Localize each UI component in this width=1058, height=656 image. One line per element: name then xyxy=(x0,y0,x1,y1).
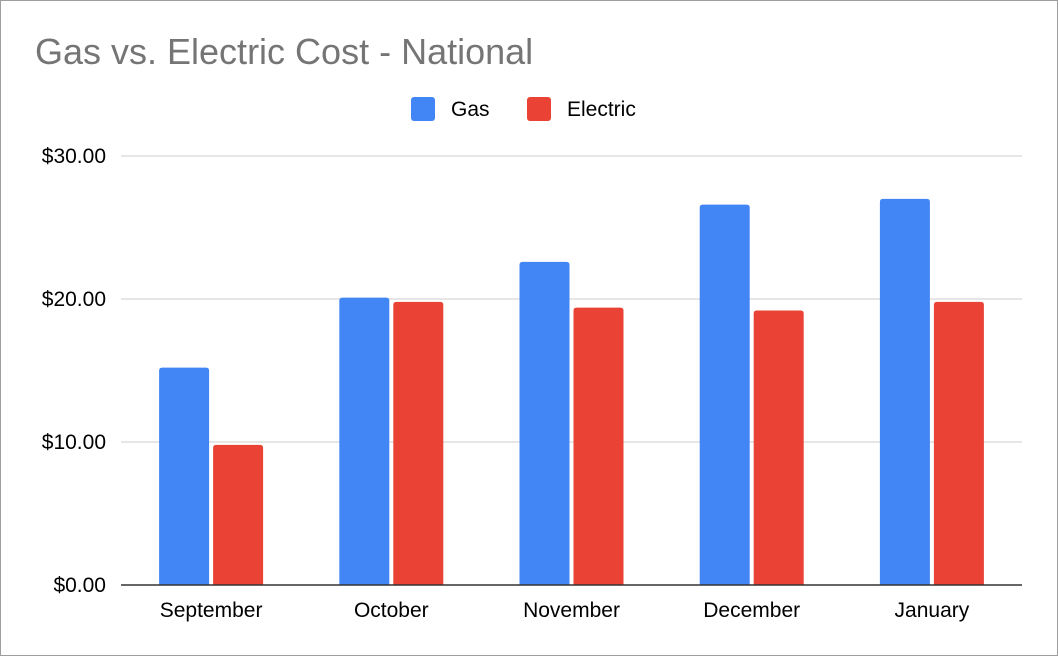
x-tick-label: October xyxy=(354,599,429,622)
y-tick-label: $10.00 xyxy=(42,431,106,454)
bar-electric-october xyxy=(393,301,444,585)
bar-gas-january xyxy=(879,198,930,585)
bar-electric-november xyxy=(573,307,624,585)
bar-gas-october xyxy=(339,297,390,585)
bar-gas-december xyxy=(699,204,750,585)
bar-gas-november xyxy=(519,261,570,585)
chart-title: Gas vs. Electric Cost - National xyxy=(35,31,534,72)
bar-electric-september xyxy=(213,444,264,585)
y-tick-label: $0.00 xyxy=(53,574,106,597)
y-tick-label: $30.00 xyxy=(42,145,106,168)
y-axis-labels: $0.00 $10.00 $20.00 $30.00 xyxy=(42,145,106,597)
x-tick-label: January xyxy=(895,599,970,622)
legend-label-gas: Gas xyxy=(451,98,490,121)
x-tick-label: November xyxy=(523,599,620,622)
bars xyxy=(159,198,984,585)
bar-electric-december xyxy=(753,310,804,585)
y-tick-label: $20.00 xyxy=(42,288,106,311)
legend-swatch-gas xyxy=(411,97,435,121)
x-axis-labels: September October November December January xyxy=(160,599,970,622)
x-tick-label: December xyxy=(703,599,800,622)
legend: Gas Electric xyxy=(411,97,636,121)
legend-swatch-electric xyxy=(527,97,551,121)
bar-gas-september xyxy=(159,367,210,585)
bar-electric-january xyxy=(933,301,984,585)
gridlines xyxy=(121,155,1022,443)
legend-label-electric: Electric xyxy=(567,98,636,121)
x-tick-label: September xyxy=(160,599,263,622)
